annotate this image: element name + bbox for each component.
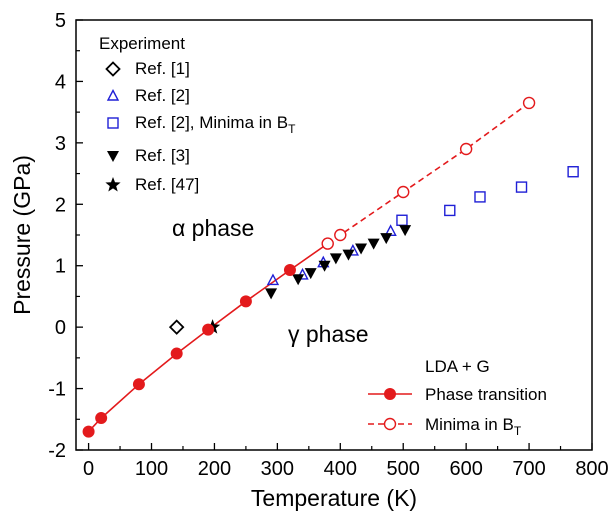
data-point	[296, 267, 309, 280]
legend-label: Ref. [2], Minima in BT	[135, 113, 296, 136]
data-point	[304, 268, 317, 280]
legend-marker	[105, 177, 121, 192]
data-point	[397, 185, 410, 199]
legend-experiment-title: Experiment	[99, 34, 185, 53]
legend-label: Ref. [47]	[135, 175, 199, 194]
data-point	[329, 253, 342, 265]
data-point	[367, 238, 380, 250]
data-point	[444, 204, 456, 217]
y-tick-label: 0	[55, 317, 66, 339]
legend-experiment: Experiment Ref. [1] Ref. [2] Ref. [2], Min…	[99, 34, 296, 194]
x-axis-label: Temperature (K)	[251, 485, 417, 511]
legend-label: Ref. [1]	[135, 59, 190, 78]
x-tick-label: 200	[198, 458, 231, 480]
y-tick-label: -2	[48, 440, 66, 462]
data-point	[170, 347, 183, 360]
data-point	[239, 295, 252, 308]
series-layer	[82, 96, 579, 438]
data-point	[474, 191, 486, 203]
legend-theory-title: LDA + G	[425, 357, 490, 376]
data-point	[292, 274, 305, 286]
y-tick-label: 2	[55, 194, 66, 216]
data-point	[567, 166, 579, 178]
gamma-phase-label: γ phase	[288, 321, 369, 347]
alpha-phase-label: α phase	[172, 215, 254, 241]
y-tick-label: 4	[55, 71, 66, 93]
y-tick-label: -1	[48, 379, 66, 401]
x-tick-label: 700	[512, 458, 545, 480]
data-point	[380, 233, 393, 245]
legend-marker	[105, 61, 121, 77]
y-axis-label: Pressure (GPa)	[9, 155, 35, 315]
legend-marker	[384, 388, 396, 400]
y-tick-label: 5	[55, 10, 66, 32]
legend-marker	[383, 417, 397, 431]
legend-label: Minima in BT	[425, 415, 522, 438]
x-tick-label: 400	[324, 458, 357, 480]
x-tick-label: 0	[83, 458, 94, 480]
legend-label: Ref. [2]	[135, 86, 190, 105]
series-line	[327, 102, 530, 245]
legend-theory: LDA + G Phase transition Minima in BT	[368, 357, 547, 438]
data-point	[202, 323, 215, 336]
data-point	[265, 288, 278, 300]
axis-ticks: 0 100 200 300 400 500 600 700 800 -2 -1 0 1 2 3 4 5	[48, 10, 608, 480]
data-point	[355, 243, 368, 255]
data-point	[399, 225, 412, 237]
data-point	[342, 249, 355, 261]
data-point	[318, 260, 331, 272]
data-point	[334, 228, 347, 242]
x-tick-label: 800	[575, 458, 608, 480]
legend-marker	[107, 151, 119, 162]
data-point	[82, 425, 95, 438]
x-tick-label: 500	[387, 458, 420, 480]
series-line	[88, 242, 329, 433]
x-tick-label: 100	[135, 458, 168, 480]
data-point	[95, 412, 108, 425]
x-tick-label: 600	[449, 458, 482, 480]
legend-label: Phase transition	[425, 385, 547, 404]
data-point	[522, 96, 536, 110]
legend-marker	[107, 117, 119, 129]
data-point	[283, 264, 296, 277]
data-point	[132, 378, 145, 391]
y-tick-label: 3	[55, 133, 66, 155]
legend-marker	[106, 88, 120, 101]
y-tick-label: 1	[55, 256, 66, 278]
data-point	[459, 142, 473, 156]
x-tick-label: 300	[261, 458, 294, 480]
data-point	[396, 214, 408, 226]
data-point	[266, 273, 280, 286]
legend-label: Ref. [3]	[135, 146, 190, 165]
data-point	[321, 237, 334, 250]
data-point	[515, 181, 528, 193]
data-point	[168, 319, 185, 335]
